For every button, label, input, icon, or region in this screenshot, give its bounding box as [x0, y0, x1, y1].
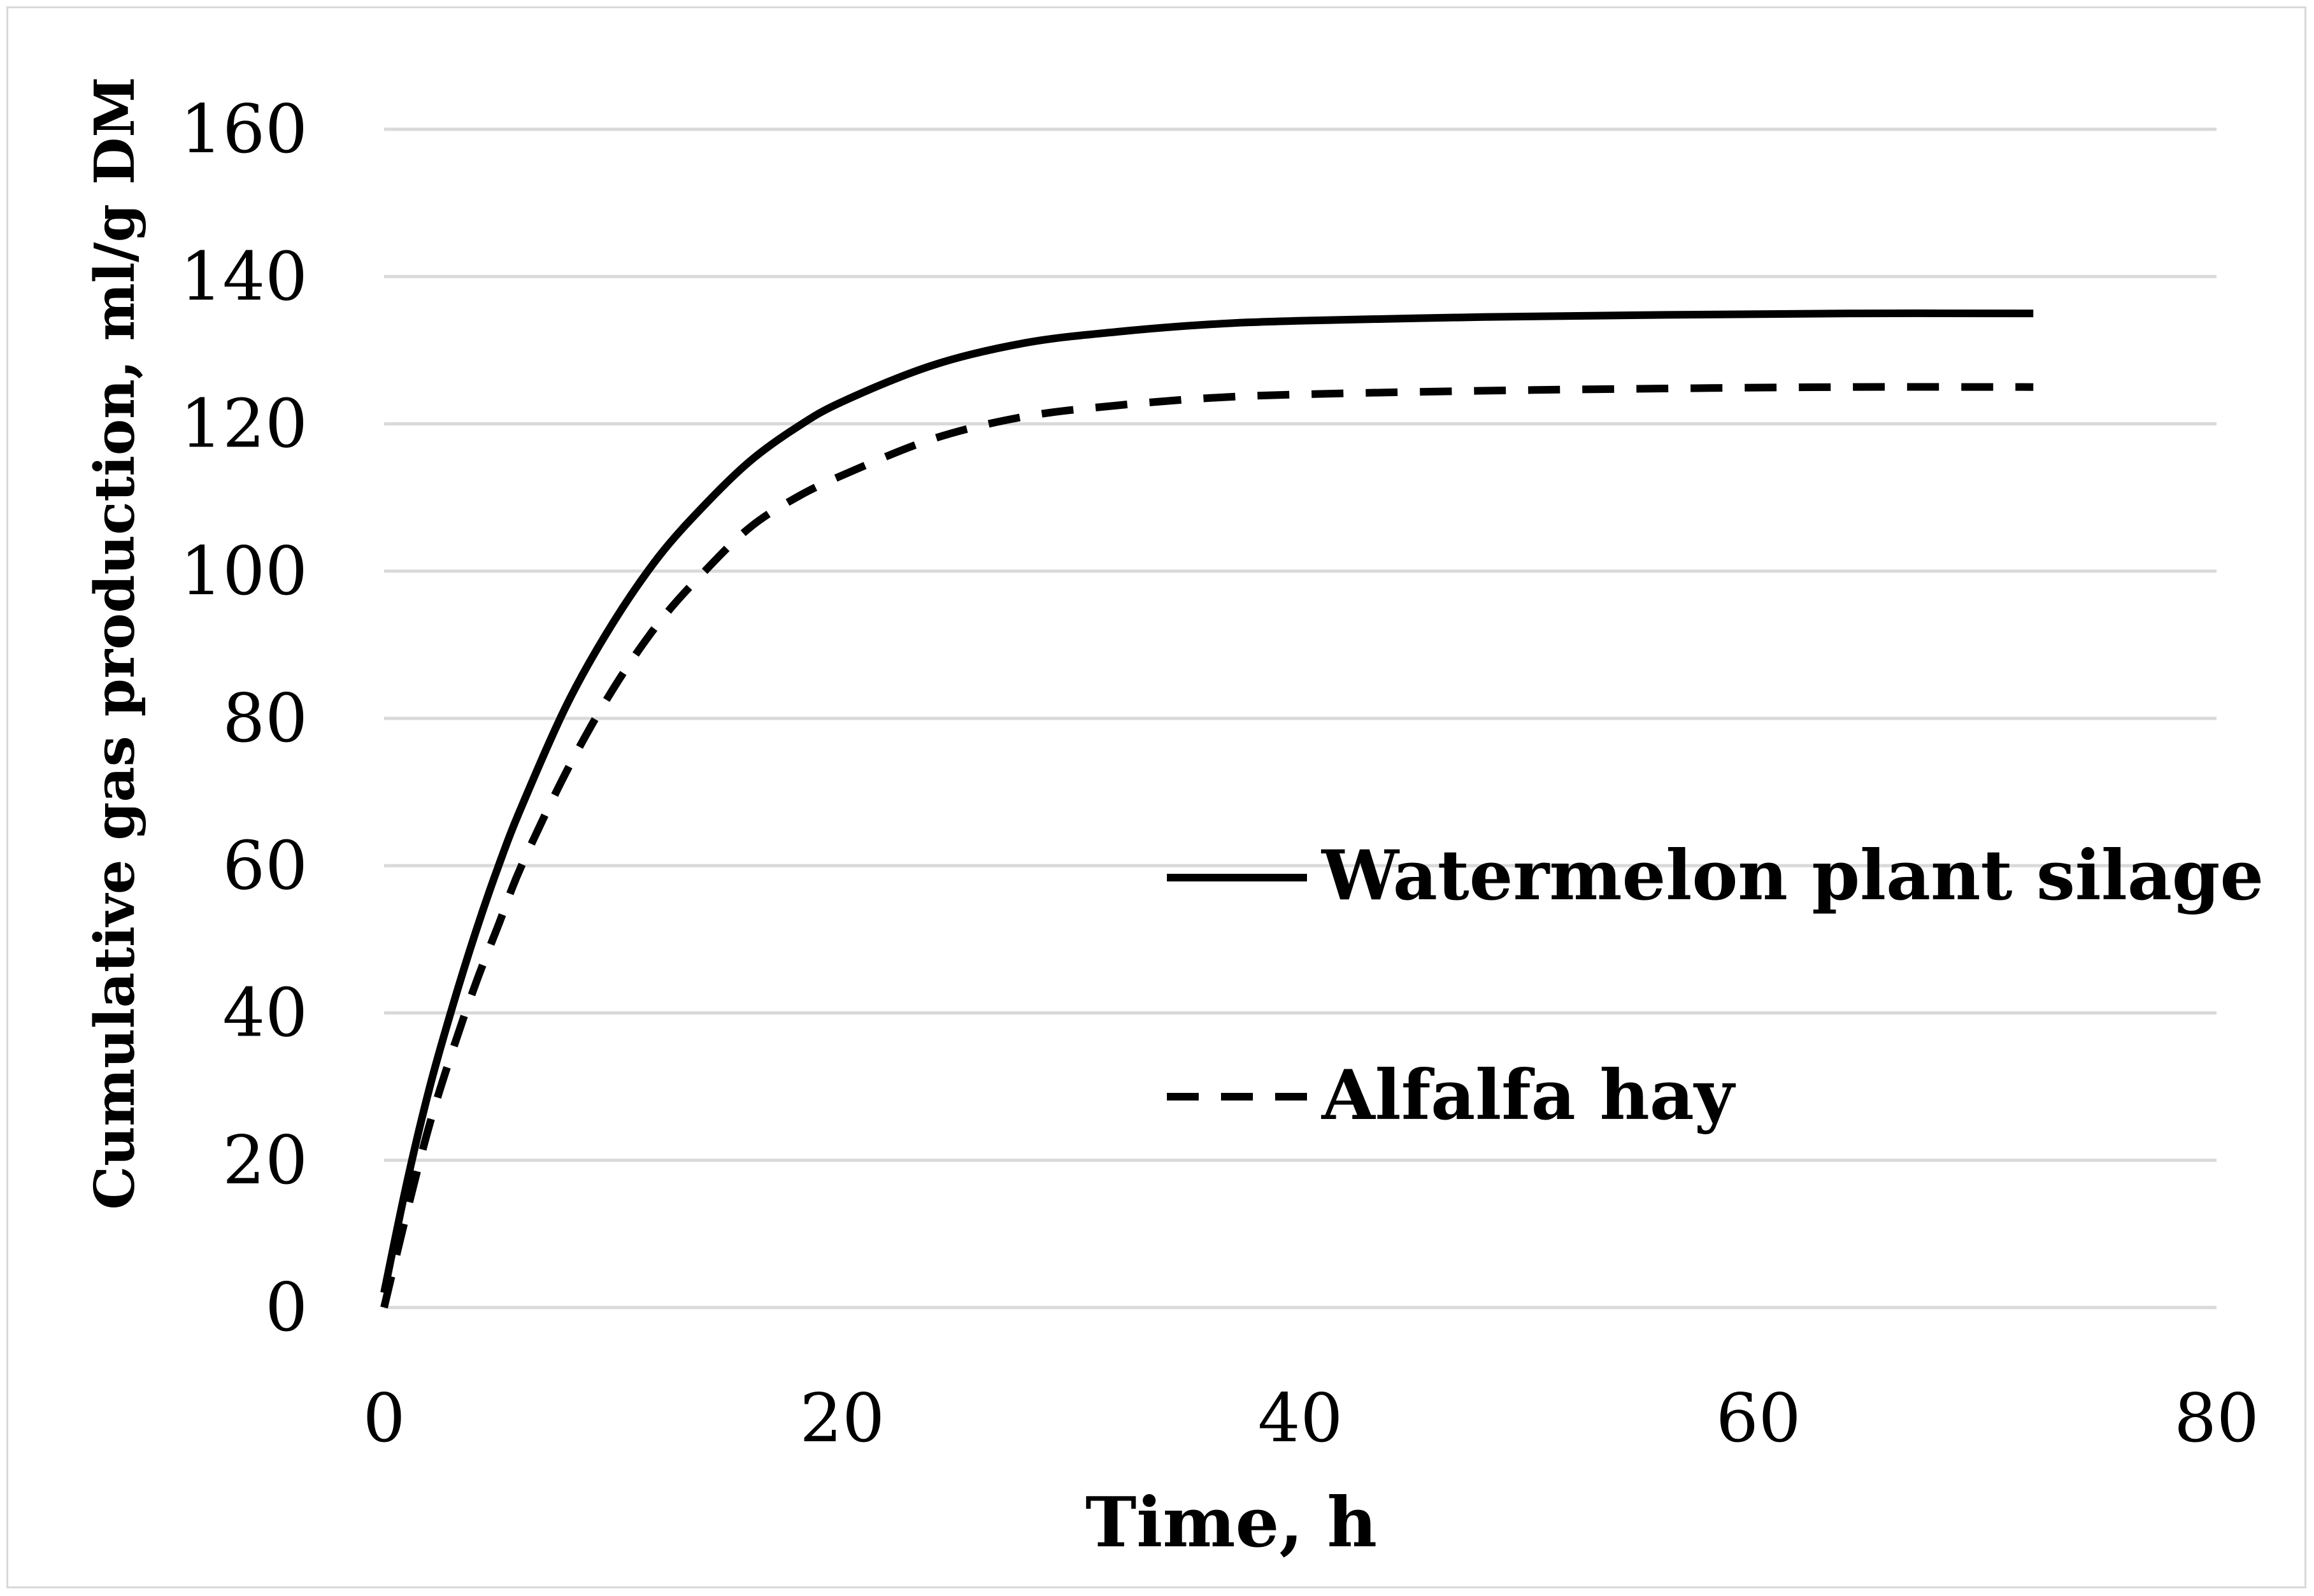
y-tick-label-20: 20	[222, 1122, 308, 1199]
y-tick-label-100: 100	[180, 532, 308, 610]
x-tick-label-20: 20	[799, 1379, 885, 1457]
grid-layer	[384, 127, 2217, 1309]
x-tick-label-80: 80	[2174, 1379, 2259, 1457]
y-tick-label-160: 160	[180, 90, 308, 168]
legend: Watermelon plant silage Alfalfa hay	[1167, 836, 2264, 1136]
y-tick-label-140: 140	[180, 238, 308, 315]
y-tick-label-80: 80	[222, 680, 308, 757]
x-tick-label-40: 40	[1258, 1379, 1343, 1457]
x-axis-title: Time, h	[1085, 1483, 1377, 1563]
y-tick-label-60: 60	[222, 827, 308, 904]
y-axis-title: Cumulative gas production, ml/g DM	[83, 76, 147, 1209]
x-tick-label-60: 60	[1716, 1379, 1801, 1457]
legend-label-watermelon-plant-silage: Watermelon plant silage	[1321, 836, 2264, 916]
x-tick-label-0: 0	[363, 1379, 406, 1457]
series-line-watermelon-plant-silage	[380, 309, 2034, 1294]
y-tick-label-0: 0	[265, 1269, 308, 1346]
legend-label-alfalfa-hay: Alfalfa hay	[1321, 1055, 1736, 1136]
y-tick-label-40: 40	[222, 974, 308, 1052]
tick-layer: 0 20 40 60 80 100 120 140 160 0 20 40 60 80	[180, 90, 2259, 1457]
y-tick-label-120: 120	[180, 385, 308, 463]
chart-frame	[6, 6, 2306, 1588]
series-layer	[380, 309, 2034, 1309]
series-line-alfalfa-hay	[380, 383, 2034, 1309]
